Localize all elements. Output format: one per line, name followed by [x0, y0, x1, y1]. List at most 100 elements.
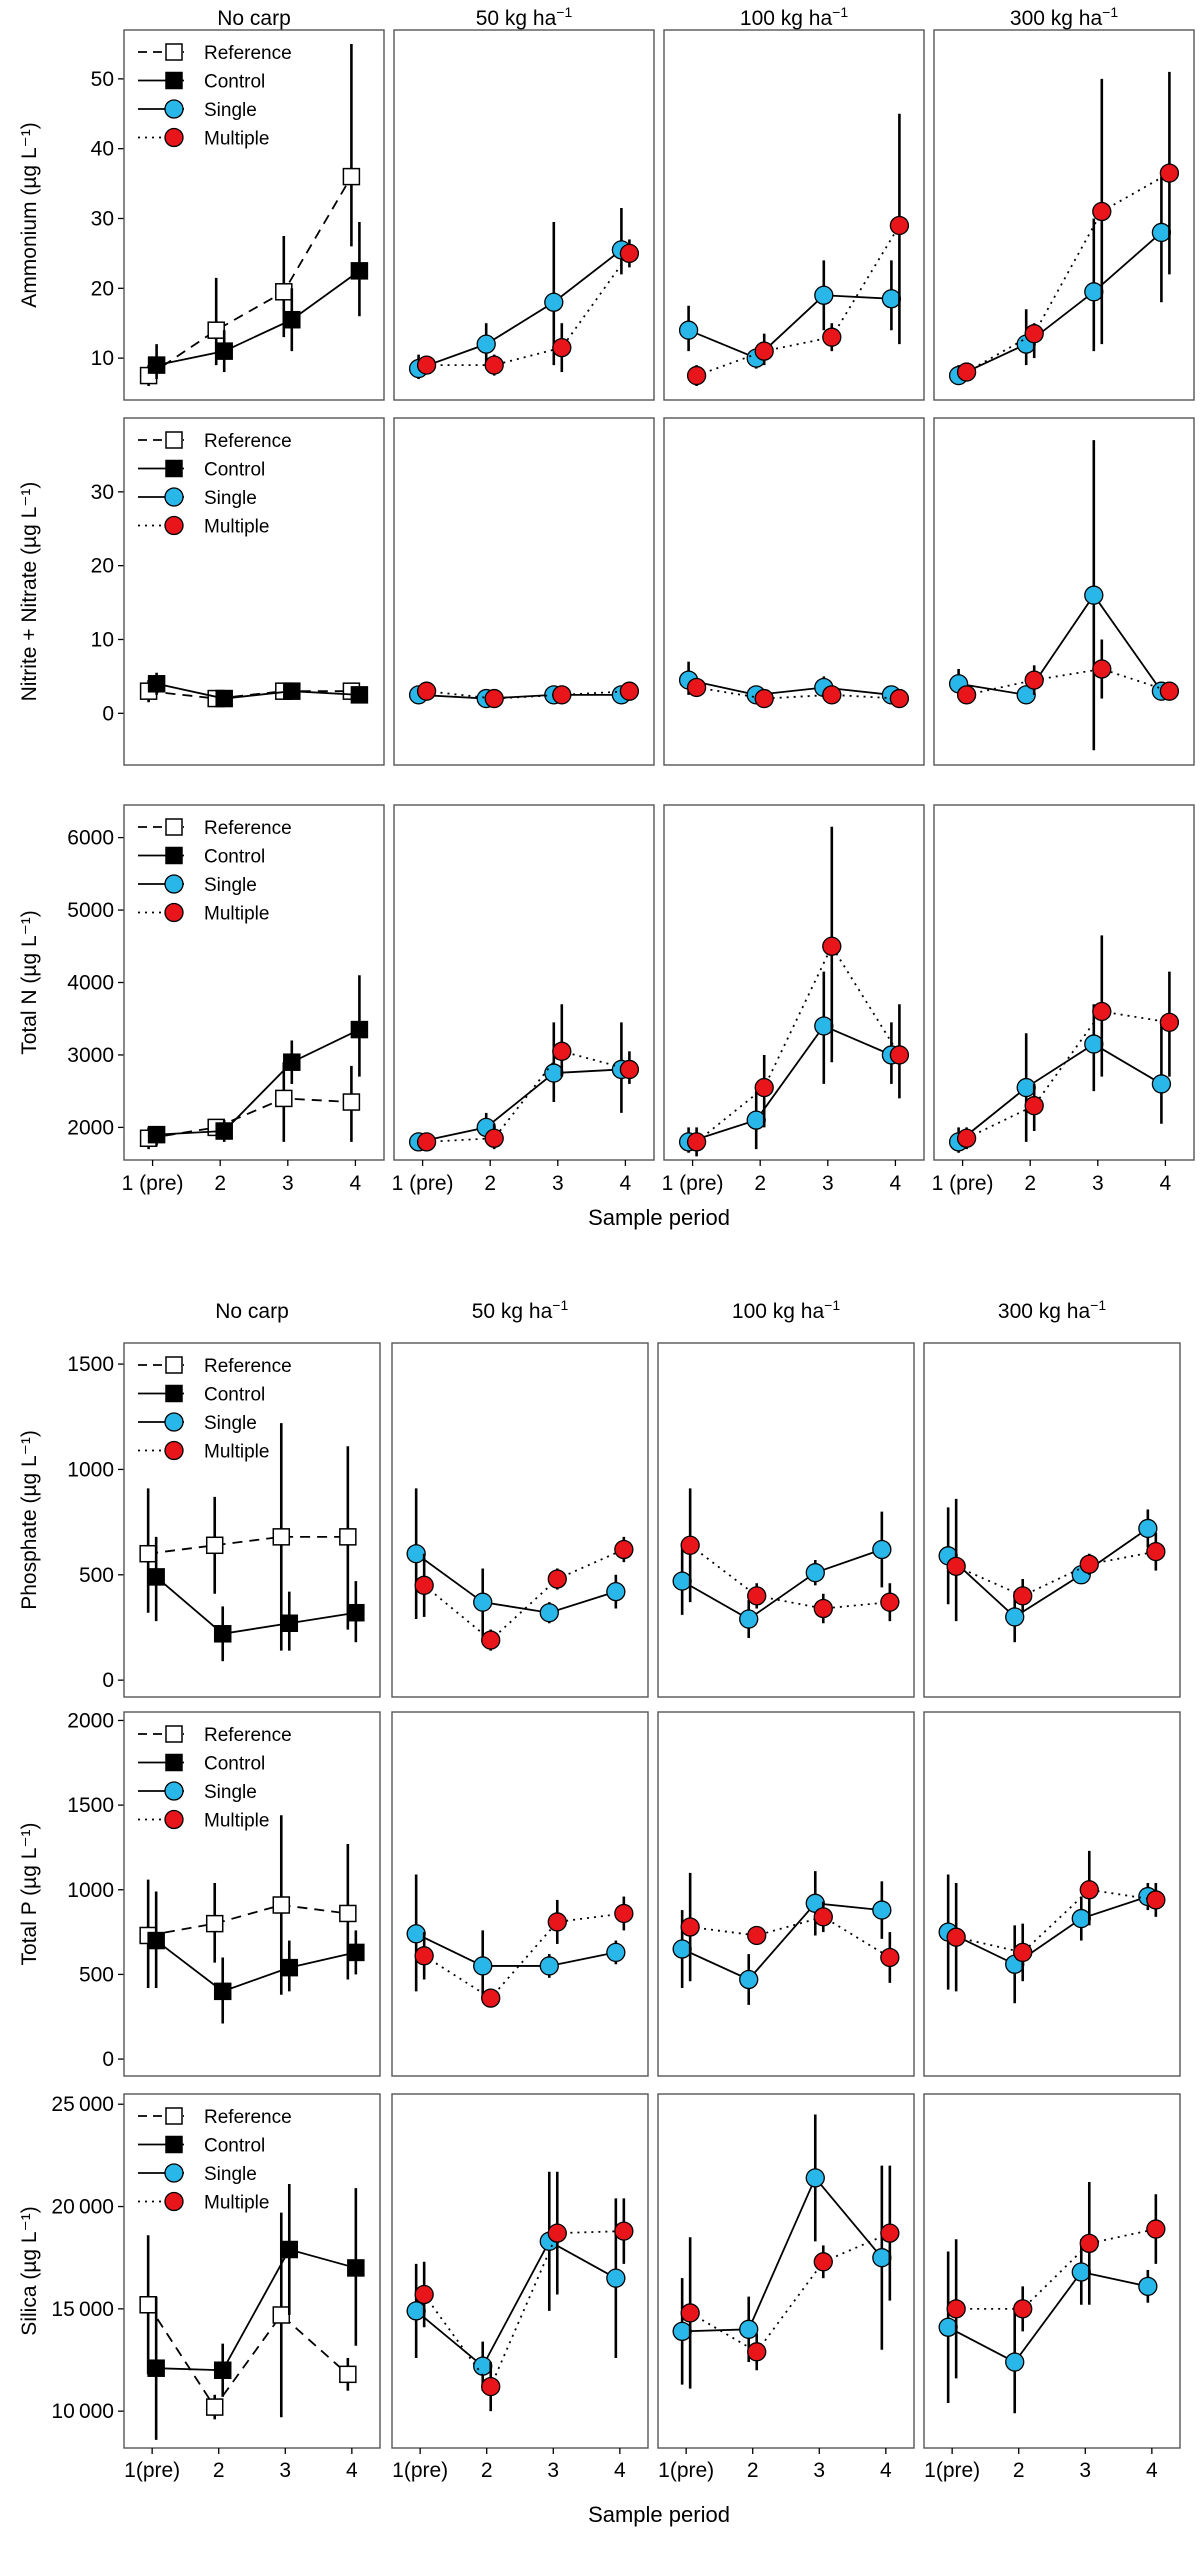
series-line [958, 593, 1163, 696]
column-title-text: 300 kg ha [998, 1300, 1091, 1323]
series-multiple [946, 1498, 1166, 1622]
series-single [938, 2239, 1158, 2414]
data-point [347, 2259, 365, 2277]
data-point [881, 289, 902, 309]
series-multiple [680, 2165, 900, 2389]
panel-row: Nitrite + Nitrate (µg L⁻¹) 0 10 20 30 Referen… [18, 417, 1195, 766]
data-point [1013, 1942, 1033, 1963]
data-point [822, 685, 842, 705]
data-point [547, 1569, 567, 1589]
x-tick-label: 2 [481, 2459, 493, 2482]
series-line [947, 1527, 1149, 1619]
legend-marker [164, 1781, 184, 1801]
series-single [406, 1488, 626, 1638]
x-tick-label: 3 [813, 2459, 825, 2482]
legend-marker [164, 2191, 184, 2212]
data-point [889, 1045, 910, 1065]
data-point [283, 1053, 301, 1071]
y-tick-label: 2000 [67, 1709, 114, 1732]
data-point [275, 1089, 293, 1108]
data-point [680, 2303, 700, 2323]
x-tick-label: 3 [1092, 1172, 1104, 1195]
data-point [147, 1931, 165, 1950]
legend-marker [165, 431, 183, 449]
data-point [339, 1904, 357, 1923]
legend-label: Single [204, 2164, 257, 2185]
series-line [415, 1552, 617, 1614]
panel-frame [923, 1711, 1181, 2077]
panel: Reference Control Single Multiple [123, 1711, 381, 2077]
panel-frame [663, 29, 925, 401]
data-point [672, 2321, 692, 2342]
column-title-text: 100 kg ha [732, 1300, 825, 1323]
series-line [148, 176, 353, 377]
x-tick-label: 4 [1160, 1172, 1172, 1195]
data-point [619, 243, 640, 264]
data-point [739, 2319, 759, 2339]
data-point [272, 2306, 291, 2324]
column-title: 50 kg ha−1 [472, 1297, 569, 1323]
data-point [350, 686, 369, 704]
data-point [481, 1630, 501, 1650]
data-point [1146, 1541, 1166, 1562]
data-point [880, 1592, 900, 1612]
y-tick-label: 1000 [67, 1458, 114, 1481]
data-point [205, 2398, 224, 2416]
data-point [547, 2223, 567, 2243]
series-line [156, 270, 360, 366]
data-point [1079, 1554, 1099, 1574]
series-line [418, 249, 622, 370]
y-axis-label: Silica (µg L⁻¹) [18, 2206, 41, 2335]
y-tick-label: 40 [91, 138, 114, 161]
data-point [544, 292, 564, 312]
series-multiple [956, 639, 1180, 705]
column-title: 300 kg ha−1 [998, 1297, 1106, 1323]
panel-row: Ammonium (µg L⁻¹) 10 20 30 40 50 Reference Cont… [18, 29, 1195, 401]
data-point [347, 1603, 365, 1622]
x-tick-label: 2 [214, 1172, 226, 1195]
data-point [614, 2221, 634, 2241]
data-point [946, 2299, 966, 2319]
series-control [147, 1891, 365, 2024]
data-point [547, 1912, 567, 1932]
legend-label: Control [204, 72, 265, 93]
legend-marker [165, 2107, 183, 2125]
series-line [418, 1068, 622, 1143]
column-title-text: 50 kg ha [472, 1300, 553, 1323]
panel-row: Phosphate (µg L⁻¹) 0 500 1000 1500 Reference C… [18, 1342, 1181, 1698]
data-point [1092, 201, 1112, 222]
data-point [280, 1614, 299, 1632]
data-point [686, 365, 707, 386]
panel-frame [123, 2093, 381, 2449]
data-point [414, 1946, 434, 1966]
data-point [672, 1571, 692, 1591]
panel-frame [663, 417, 925, 766]
data-point [347, 1943, 365, 1962]
series-line [415, 2240, 617, 2368]
series-line [156, 2248, 357, 2372]
legend-marker [164, 515, 184, 536]
legend-marker [165, 1384, 183, 1403]
legend-label: Control [204, 1385, 265, 1406]
data-point [614, 1539, 634, 1560]
data-point [350, 1020, 369, 1039]
legend-label: Multiple [204, 2193, 269, 2214]
series-single [672, 2114, 892, 2385]
y-tick-label: 4000 [67, 972, 114, 995]
y-tick-label: 6000 [67, 827, 114, 850]
data-point [1084, 1034, 1104, 1054]
panel-frame [391, 2093, 649, 2449]
panel-frame [657, 2093, 915, 2449]
legend-label: Reference [204, 431, 292, 452]
data-point [280, 1958, 299, 1977]
data-point [805, 1563, 825, 1583]
panel-frame [933, 804, 1195, 1161]
data-point [215, 689, 233, 708]
panel [393, 804, 655, 1166]
data-point [147, 2359, 165, 2377]
data-point [813, 1598, 833, 1619]
series-line [696, 225, 901, 377]
panel-frame [393, 29, 655, 401]
legend-label: Multiple [204, 1811, 269, 1832]
series-multiple [946, 1850, 1166, 1992]
